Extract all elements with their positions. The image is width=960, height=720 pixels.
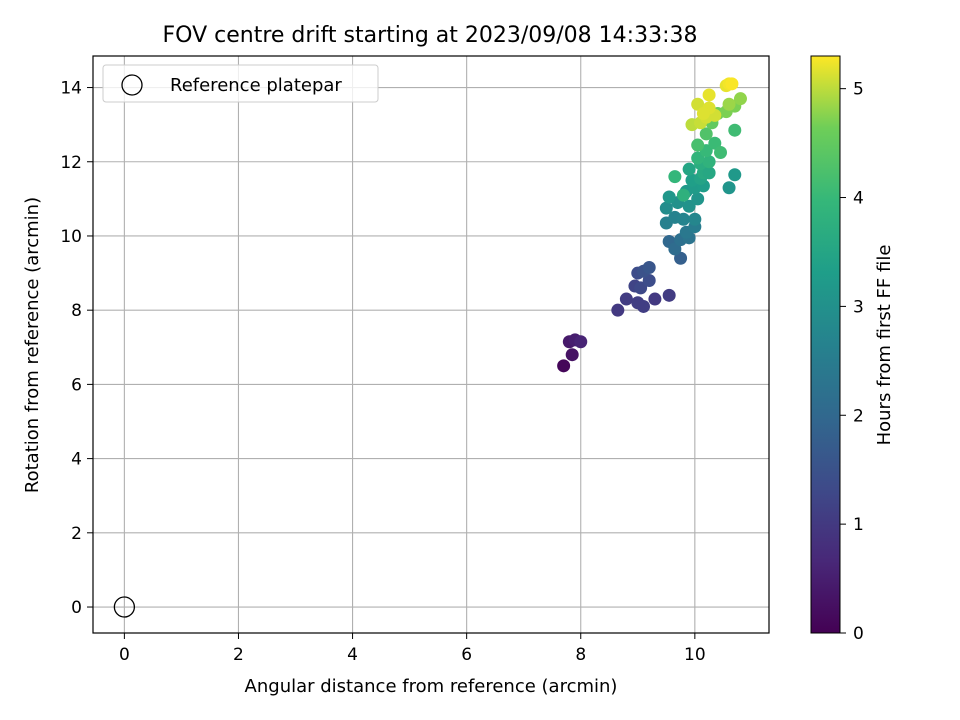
data-point	[631, 296, 645, 310]
data-point	[674, 251, 688, 265]
y-tick-label: 6	[71, 375, 82, 395]
y-tick-label: 4	[71, 450, 82, 470]
x-tick-label: 4	[347, 645, 358, 665]
legend-marker-reference	[121, 74, 143, 96]
data-point	[676, 212, 690, 226]
colorbar-tick-label: 4	[853, 189, 864, 209]
data-point	[682, 162, 696, 176]
data-point	[659, 201, 673, 215]
colorbar-label: Hours from first FF file	[874, 245, 895, 446]
data-point	[682, 199, 696, 213]
data-point	[728, 168, 742, 182]
data-point	[691, 97, 705, 111]
data-point	[668, 242, 682, 256]
data-point	[702, 166, 716, 180]
x-axis-ticks: 0 2 4 6 8 10	[119, 633, 706, 665]
y-tick-label: 10	[60, 227, 82, 247]
y-axis-ticks: 0 2 4 6 8 10 12 14	[60, 79, 93, 618]
data-point	[565, 348, 579, 362]
data-point	[691, 192, 705, 206]
data-point	[662, 190, 676, 204]
colorbar-ticks: 0 1 2 3 4 5	[840, 80, 864, 644]
y-tick-label: 2	[71, 524, 82, 544]
legend: Reference platepar	[102, 64, 379, 103]
data-point	[634, 281, 648, 295]
y-tick-label: 0	[71, 598, 82, 618]
y-tick-label: 14	[60, 79, 82, 99]
reference-platepar-marker	[113, 596, 136, 618]
colorbar-tick-label: 3	[853, 297, 864, 317]
data-points	[557, 77, 747, 373]
data-point	[722, 97, 736, 111]
x-tick-label: 2	[233, 645, 244, 665]
data-point	[728, 123, 742, 137]
x-tick-label: 10	[684, 645, 706, 665]
colorbar-tick-label: 0	[853, 624, 864, 644]
data-point	[702, 155, 716, 169]
legend-box	[102, 64, 379, 103]
data-point	[691, 151, 705, 165]
x-tick-label: 6	[461, 645, 472, 665]
data-point	[699, 127, 713, 141]
data-point	[662, 288, 676, 302]
data-point	[642, 261, 656, 275]
data-point	[619, 292, 633, 306]
data-point	[648, 292, 662, 306]
y-axis-label: Rotation from reference (arcmin)	[22, 197, 43, 493]
data-point	[696, 107, 710, 121]
colorbar: 0 1 2 3 4 5 Hours from first FF file	[810, 55, 895, 644]
data-point	[668, 170, 682, 184]
grid	[93, 56, 769, 633]
data-point	[642, 273, 656, 287]
colorbar-gradient	[810, 55, 841, 634]
data-point	[725, 77, 739, 91]
data-point	[733, 92, 747, 106]
data-point	[574, 335, 588, 349]
y-tick-label: 8	[71, 301, 82, 321]
colorbar-tick-label: 2	[853, 406, 864, 426]
data-point	[691, 138, 705, 152]
data-point	[611, 303, 625, 317]
data-point	[722, 181, 736, 195]
y-tick-label: 12	[60, 153, 82, 173]
colorbar-tick-label: 1	[853, 515, 864, 535]
data-point	[702, 88, 716, 102]
x-tick-label: 0	[119, 645, 130, 665]
plot-frame	[92, 55, 770, 634]
data-point	[714, 145, 728, 159]
x-tick-label: 8	[575, 645, 586, 665]
data-point	[688, 212, 702, 226]
data-point	[557, 359, 571, 373]
reference-marker-layer	[113, 596, 136, 618]
x-axis-label: Angular distance from reference (arcmin)	[245, 676, 618, 697]
colorbar-tick-label: 5	[853, 80, 864, 100]
legend-label-reference: Reference platepar	[170, 75, 342, 96]
data-point	[708, 136, 722, 150]
data-point	[676, 188, 690, 202]
chart-title: FOV centre drift starting at 2023/09/08 …	[163, 23, 698, 48]
